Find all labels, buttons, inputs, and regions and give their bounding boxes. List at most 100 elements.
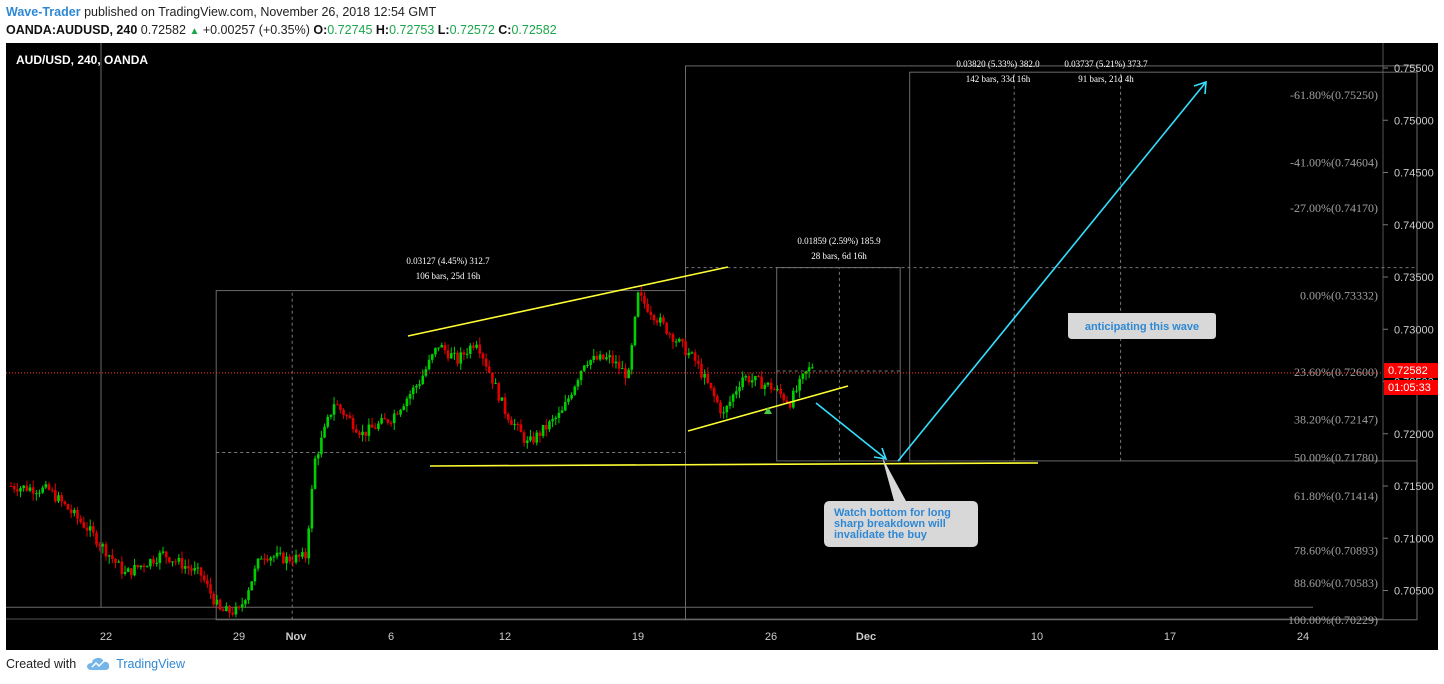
candle-body [380,418,383,424]
candle-body [506,414,510,420]
candle-body [795,390,798,392]
candle-body [199,567,203,576]
candle-body [788,402,792,408]
candle-body [139,565,143,568]
candle-body [421,375,425,385]
down-arrow-line [815,402,887,460]
candle-body [104,544,108,557]
price-axis[interactable] [1383,43,1438,619]
time-tick-label: 12 [499,631,511,643]
candle-body [500,397,504,401]
candle-body [392,413,396,424]
candle-body [237,606,241,608]
candle-body [766,382,770,385]
candle-body [12,486,16,490]
candle-body [345,415,349,417]
candle-body [149,559,152,567]
author-link[interactable]: Wave-Trader [6,5,81,19]
measure-4-line1: 0.03737 (5.21%) 373.7 [1064,59,1148,69]
candle-body [639,292,643,296]
candle-body [377,423,380,429]
candle-body [510,419,513,425]
candle-body [263,558,266,560]
candle-body [763,384,767,389]
candle-body [582,365,586,371]
price-tick-label: 0.75000 [1394,115,1434,127]
tradingview-link[interactable]: TradingView [116,657,185,671]
candle-body [358,432,361,436]
callout-watch-line2: sharp breakdown will [834,518,946,530]
time-tick-label: 10 [1031,631,1043,643]
candle-body [731,394,735,402]
measure-3-line1: 0.03820 (5.33%) 382.0 [956,59,1040,69]
candle-body [285,556,288,564]
candle-body [25,485,29,491]
candle-body [497,383,501,401]
candle-body [301,552,304,557]
candle-body [503,397,507,415]
candle-body [152,559,155,564]
candle-body [310,488,314,529]
fib-levels: -61.80%(0.75250) -41.00%(0.74604) -27.00%(… [1288,88,1378,627]
footer: Created with TradingView [6,657,185,671]
callout-watch-bottom[interactable] [824,457,978,547]
candle-body [678,339,681,342]
candle-body [525,440,529,444]
open-label: O: [313,23,328,37]
candle-body [88,526,92,531]
price-chart[interactable]: -61.80%(0.75250) -41.00%(0.74604) -27.00%(… [6,43,1438,650]
candle-body [354,429,358,433]
chart-title: AUD/USD, 240, OANDA [16,53,148,67]
fib-level-label: 0.00%(0.73332) [1300,289,1378,303]
measure-1-line1: 0.03127 (4.45%) 312.7 [406,256,490,266]
candle-body [747,376,751,383]
candle-body [123,571,127,574]
candle-body [706,374,710,383]
candle-body [430,354,434,360]
candle-body [288,556,292,562]
publish-line: Wave-Trader published on TradingView.com… [6,3,557,21]
time-axis[interactable] [6,619,1438,650]
low-value: 0.72572 [449,23,495,37]
fib-level-label: 50.00%(0.71780) [1294,451,1378,465]
candle-body [456,352,459,364]
candle-body [234,606,238,615]
candle-body [35,493,38,495]
candle-body [576,380,580,387]
candle-body [605,357,608,360]
candle-body [339,404,342,410]
candle-body [202,575,206,581]
candle-body [228,606,231,613]
candle-body [212,593,216,605]
low-label: L: [437,23,450,37]
change-value: +0.00257 (+0.35%) [202,23,310,37]
candle-body [95,532,98,545]
candle-body [418,384,421,386]
candle-body [773,389,776,391]
callout-anticipating[interactable] [1054,299,1216,339]
candle-body [247,590,250,601]
candle-body [164,551,168,558]
candle-body [402,406,406,410]
price-tick-label: 0.72000 [1394,429,1434,441]
candle-body [240,604,244,608]
candle-body [177,557,181,562]
candle-body [595,355,599,360]
candle-body [567,398,570,403]
candle-body [592,355,596,360]
candle-body [611,355,615,364]
candle-body [361,431,364,436]
candle-body [231,612,235,615]
price-tick-label: 0.73000 [1394,324,1434,336]
price-tick-label: 0.70500 [1394,586,1434,598]
measure-2-line2: 28 bars, 6d 16h [811,251,867,261]
candle-body [741,377,744,388]
time-tick-label: 22 [100,631,112,643]
candle-body [60,495,63,502]
time-tick-label: 24 [1297,631,1309,643]
ohlc-line: OANDA:AUDUSD, 240 0.72582 ▲ +0.00257 (+0… [6,21,557,41]
candle-body [750,380,754,383]
measure-1-line2: 106 bars, 25d 16h [416,271,481,281]
candle-body [700,363,703,378]
candle-body [31,487,35,494]
